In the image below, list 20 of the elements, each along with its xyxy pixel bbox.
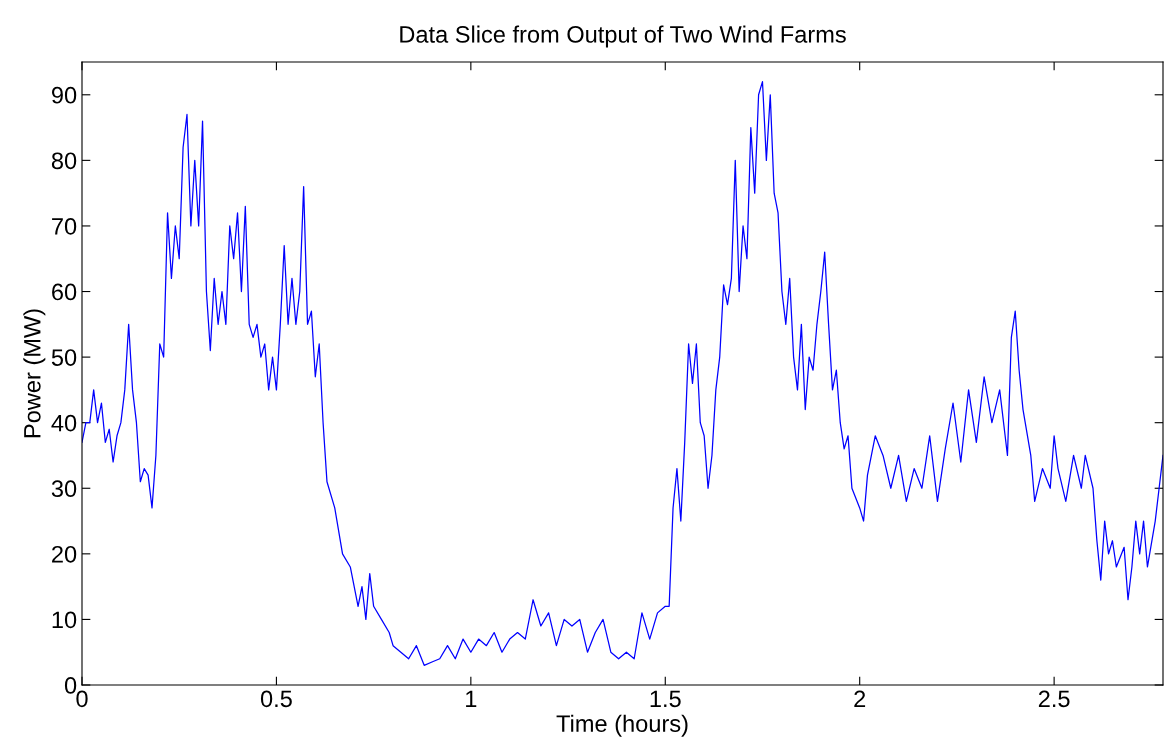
- y-tick-label: 90: [51, 86, 77, 104]
- x-tick-label: 0: [76, 690, 88, 708]
- y-tick-label: 0: [64, 677, 77, 694]
- y-tick-label: 60: [52, 283, 77, 301]
- x-tick-label: 1.5: [650, 690, 681, 708]
- y-tick-label: 50: [51, 349, 77, 366]
- x-axis-title: Time (hours): [556, 714, 688, 737]
- x-tick-label: 2: [854, 690, 866, 707]
- y-tick-label: 40: [51, 414, 77, 432]
- chart-title: Data Slice from Output of Two Wind Farms: [400, 25, 846, 48]
- y-tick-label: 10: [52, 611, 77, 629]
- line-series: [82, 81, 1163, 666]
- y-tick-label: 20: [52, 545, 77, 563]
- y-axis-title: Power (MW): [23, 309, 46, 438]
- y-tick-label: 80: [51, 152, 77, 170]
- y-tick-label: 70: [52, 218, 77, 235]
- y-tick-label: 30: [51, 480, 77, 498]
- x-tick-label: 1: [466, 690, 477, 707]
- x-tick-label: 2.5: [1038, 690, 1070, 708]
- x-tick-label: 0.5: [260, 690, 292, 708]
